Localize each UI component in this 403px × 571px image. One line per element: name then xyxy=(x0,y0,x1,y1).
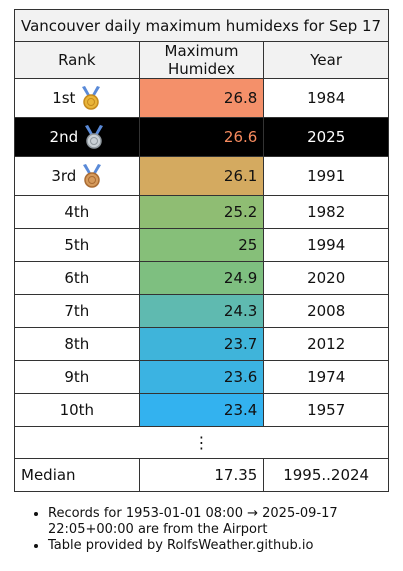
rank-label-wrap: 7th xyxy=(64,302,89,320)
rank-cell: 10th xyxy=(14,393,140,427)
median-value: 17.35 xyxy=(138,458,265,492)
rank-label: 8th xyxy=(64,335,90,353)
humidex-value-cell: 26.1 xyxy=(138,156,265,196)
table-row: 3rd 26.1 1991 xyxy=(14,156,389,196)
gold-medal-icon xyxy=(82,86,101,110)
rank-label: 6th xyxy=(64,269,90,287)
rank-cell: 7th xyxy=(14,294,140,328)
rank-label: 4th xyxy=(64,203,90,221)
silver-medal-icon xyxy=(85,125,104,149)
rank-label-wrap: 9th xyxy=(64,368,89,386)
rank-cell: 3rd xyxy=(14,156,140,196)
year-cell: 1982 xyxy=(263,195,389,229)
table-title-row: Vancouver daily maximum humidexs for Sep… xyxy=(14,9,389,42)
note-item: Table provided by RolfsWeather.github.io xyxy=(48,538,389,554)
rank-label-wrap: 6th xyxy=(64,269,89,287)
humidex-value-cell: 25 xyxy=(138,228,265,262)
records-table: Vancouver daily maximum humidexs for Sep… xyxy=(14,9,389,492)
year-cell: 1984 xyxy=(263,78,389,118)
median-years: 1995..2024 xyxy=(263,458,389,492)
rank-cell: 4th xyxy=(14,195,140,229)
header-row: Rank Maximum Humidex Year xyxy=(14,41,389,79)
rank-label: 7th xyxy=(64,302,90,320)
humidex-value-cell: 23.4 xyxy=(138,393,265,427)
humidex-value-cell: 25.2 xyxy=(138,195,265,229)
median-row: Median 17.35 1995..2024 xyxy=(14,458,389,492)
rank-label-wrap: 5th xyxy=(64,236,89,254)
humidex-value-cell: 23.7 xyxy=(138,327,265,361)
year-cell: 1957 xyxy=(263,393,389,427)
rank-label-wrap: 3rd xyxy=(51,164,102,188)
rank-label-wrap: 8th xyxy=(64,335,89,353)
records-table-container: Vancouver daily maximum humidexs for Sep… xyxy=(14,9,389,554)
rank-label-wrap: 10th xyxy=(60,401,94,419)
rank-cell: 8th xyxy=(14,327,140,361)
table-row: 6th 24.9 2020 xyxy=(14,261,389,295)
rank-label: 2nd xyxy=(49,128,79,146)
rank-label: 10th xyxy=(59,401,95,419)
table-row: 4th 25.2 1982 xyxy=(14,195,389,229)
note-item: Records for 1953-01-01 08:00 → 2025-09-1… xyxy=(48,506,389,538)
rank-label-wrap: 2nd xyxy=(50,125,105,149)
rank-label: 5th xyxy=(64,236,90,254)
median-label: Median xyxy=(14,458,140,492)
rank-label: 1st xyxy=(52,89,76,107)
year-cell: 1994 xyxy=(263,228,389,262)
humidex-value-cell: 23.6 xyxy=(138,360,265,394)
rank-cell: 5th xyxy=(14,228,140,262)
table-row: 1st 26.8 1984 xyxy=(14,78,389,118)
humidex-value-cell: 24.9 xyxy=(138,261,265,295)
table-title: Vancouver daily maximum humidexs for Sep… xyxy=(14,9,389,42)
ellipsis-row: ⋮ xyxy=(14,426,389,459)
table-row: 9th 23.6 1974 xyxy=(14,360,389,394)
year-cell: 2008 xyxy=(263,294,389,328)
rank-label-wrap: 4th xyxy=(64,203,89,221)
header-year: Year xyxy=(263,41,389,79)
table-row: 10th 23.4 1957 xyxy=(14,393,389,427)
rank-cell: 1st xyxy=(14,78,140,118)
table-row: 2nd 26.6 2025 xyxy=(14,117,389,157)
ellipsis: ⋮ xyxy=(14,426,389,459)
year-cell: 2012 xyxy=(263,327,389,361)
year-cell: 2025 xyxy=(263,117,389,157)
year-cell: 1974 xyxy=(263,360,389,394)
rank-cell: 9th xyxy=(14,360,140,394)
year-cell: 2020 xyxy=(263,261,389,295)
humidex-value-cell: 26.8 xyxy=(138,78,265,118)
table-row: 8th 23.7 2012 xyxy=(14,327,389,361)
header-rank: Rank xyxy=(14,41,140,79)
bronze-medal-icon xyxy=(83,164,102,188)
rank-label: 3rd xyxy=(51,167,77,185)
table-row: 7th 24.3 2008 xyxy=(14,294,389,328)
humidex-value-cell: 26.6 xyxy=(138,117,265,157)
year-cell: 1991 xyxy=(263,156,389,196)
header-maximum-humidex: Maximum Humidex xyxy=(138,41,265,79)
table-row: 5th 25 1994 xyxy=(14,228,389,262)
rank-label-wrap: 1st xyxy=(52,86,101,110)
notes-list: Records for 1953-01-01 08:00 → 2025-09-1… xyxy=(14,506,389,554)
rank-label: 9th xyxy=(64,368,90,386)
rank-cell: 6th xyxy=(14,261,140,295)
humidex-value-cell: 24.3 xyxy=(138,294,265,328)
rank-cell: 2nd xyxy=(14,117,140,157)
